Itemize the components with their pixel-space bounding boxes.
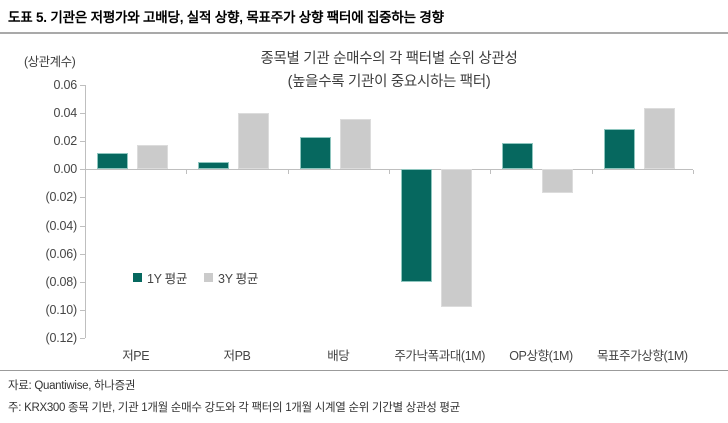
bar-1Y 평균-OP상향(1M): [502, 142, 534, 170]
x-category-label: 배당: [327, 349, 350, 363]
x-tick-mark: [287, 170, 289, 175]
y-tick-mark: [80, 309, 85, 311]
bar-1Y 평균-목표주가상향(1M): [603, 128, 635, 170]
y-tick-label: 0.02: [53, 134, 77, 149]
x-tick-mark: [186, 170, 188, 175]
x-category-label: OP상향(1M): [509, 349, 573, 363]
y-axis-line: [85, 85, 86, 338]
x-category-label: 주가낙폭과대(1M): [394, 349, 486, 363]
y-tick-label: (0.12): [45, 331, 78, 345]
bar-3Y 평균-저PB: [238, 113, 270, 170]
footer-divider: [0, 370, 728, 371]
y-tick-mark: [80, 281, 85, 283]
y-tick-mark: [80, 253, 85, 255]
bar-1Y 평균-저PB: [198, 162, 230, 170]
y-tick-label: (0.10): [45, 302, 78, 317]
x-category-label: 저PB: [223, 349, 251, 363]
y-tick-mark: [80, 169, 85, 171]
y-tick-mark: [80, 113, 85, 115]
x-tick-mark: [490, 170, 492, 175]
y-tick-label: (0.08): [45, 274, 78, 289]
header-divider: [0, 32, 728, 34]
y-tick-mark: [80, 338, 85, 339]
y-tick-label: (0.06): [45, 246, 78, 261]
legend-item-1y: 1Y 평균: [133, 268, 187, 287]
legend-item-3y: 3Y 평균: [204, 268, 258, 287]
y-tick-mark: [80, 197, 85, 199]
legend-swatch-3y: [204, 273, 214, 282]
bar-3Y 평균-배당: [339, 118, 371, 170]
legend-swatch-1y: [133, 273, 142, 282]
y-tick-label: 0.04: [53, 106, 77, 121]
x-axis-line: [85, 169, 693, 171]
legend-label-3y: 3Y 평균: [218, 272, 259, 286]
bar-1Y 평균-배당: [299, 137, 331, 170]
bar-3Y 평균-목표주가상향(1M): [643, 107, 675, 170]
x-category-label: 저PE: [122, 349, 150, 363]
y-tick-label: (0.02): [45, 190, 78, 205]
legend: 1Y 평균 3Y 평균: [133, 268, 258, 287]
y-tick-label: 0.06: [53, 78, 77, 92]
method-note: 주: KRX300 종목 기반, 기관 1개월 순매수 강도와 각 팩터의 1개…: [8, 402, 460, 414]
y-axis-unit-label: (상관계수): [24, 55, 76, 69]
x-tick-mark: [591, 170, 593, 175]
y-tick-label: 0.00: [53, 162, 77, 177]
chart-title-line1: 종목별 기관 순매수의 각 팩터별 순위 상관성: [260, 51, 518, 67]
y-tick-label: (0.04): [45, 218, 78, 233]
bar-1Y 평균-주가낙폭과대(1M): [401, 169, 432, 282]
x-tick-mark: [389, 170, 390, 175]
bar-3Y 평균-주가낙폭과대(1M): [441, 169, 472, 307]
legend-label-1y: 1Y 평균: [147, 272, 188, 286]
chart-title-line2: (높을수록 기관이 중요시하는 팩터): [287, 74, 491, 90]
y-tick-mark: [80, 225, 85, 227]
bar-3Y 평균-저PE: [137, 145, 168, 170]
y-tick-mark: [80, 141, 85, 143]
x-tick-mark: [693, 170, 694, 175]
y-tick-mark: [80, 85, 85, 86]
source-note: 자료: Quantiwise, 하나증권: [8, 380, 136, 392]
x-tick-mark: [85, 170, 86, 175]
x-category-label: 목표주가상향(1M): [596, 349, 688, 363]
bar-1Y 평균-저PE: [97, 152, 128, 170]
figure-title: 도표 5. 기관은 저평가와 고배당, 실적 상향, 목표주가 상향 팩터에 집…: [8, 10, 444, 25]
bar-3Y 평균-OP상향(1M): [542, 169, 574, 194]
chart-title: 종목별 기관 순매수의 각 팩터별 순위 상관성 (높을수록 기관이 중요시하는…: [85, 48, 693, 94]
